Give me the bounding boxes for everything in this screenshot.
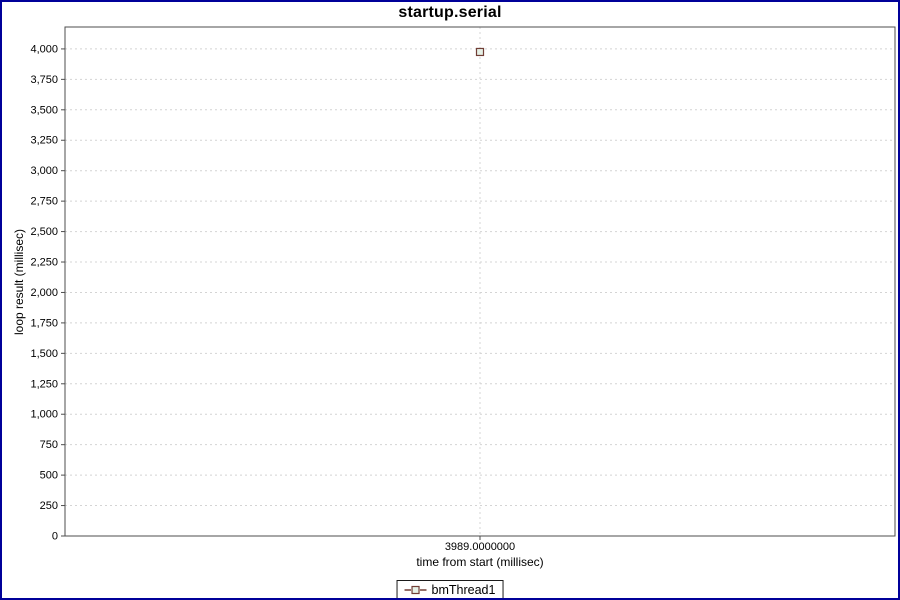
y-tick-label: 4,000	[30, 43, 58, 55]
x-axis-label: time from start (millisec)	[416, 555, 544, 569]
x-tick-label: 3989.0000000	[445, 541, 515, 553]
y-tick-label: 1,750	[30, 317, 58, 329]
y-tick-label: 500	[40, 470, 58, 482]
y-tick-label: 3,250	[30, 135, 58, 147]
y-tick-label: 750	[40, 439, 58, 451]
y-tick-label: 1,000	[30, 409, 58, 421]
y-tick-label: 1,250	[30, 378, 58, 390]
series-marker-icon	[404, 585, 427, 595]
plot-border	[64, 26, 896, 537]
y-axis-label: loop result (millisec)	[12, 228, 26, 336]
chart-title: startup.serial	[398, 4, 502, 21]
legend-series-label: bmThread1	[431, 583, 496, 597]
legend: bmThread1	[396, 580, 504, 598]
y-tick-label: 2,250	[30, 257, 58, 269]
data-point	[475, 47, 485, 57]
legend-marker-square	[411, 585, 420, 595]
y-tick-label: 0	[52, 531, 58, 543]
y-tick-label: 2,000	[30, 287, 58, 299]
y-tick-label: 2,500	[30, 226, 58, 238]
y-tick-label: 3,500	[30, 104, 58, 116]
y-tick-label: 1,500	[30, 348, 58, 360]
y-tick-label: 3,000	[30, 165, 58, 177]
y-tick-label: 250	[40, 500, 58, 512]
y-tick-label: 2,750	[30, 196, 58, 208]
y-tick-label: 3,750	[30, 74, 58, 86]
